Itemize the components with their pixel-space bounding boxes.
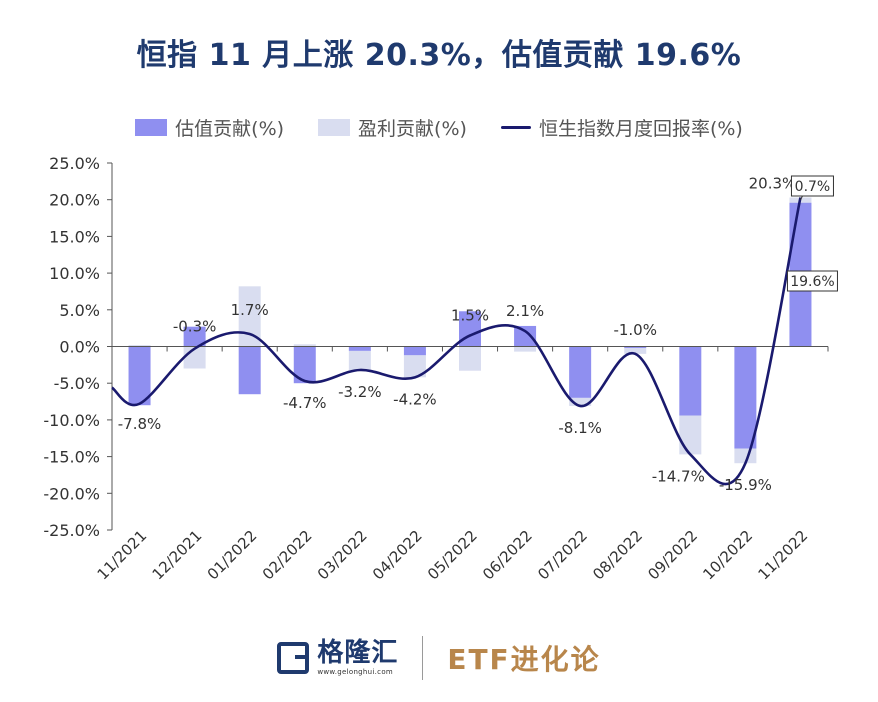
- data-label-return: -4.7%: [283, 394, 327, 412]
- callout-leader: [800, 195, 803, 201]
- bar-valuation: [679, 346, 702, 416]
- bar-valuation: [238, 346, 261, 395]
- data-label-return: -8.1%: [558, 419, 602, 437]
- legend-item-return: 恒生指数月度回报率(%): [500, 114, 743, 141]
- callout-box: [786, 270, 838, 292]
- logo-g-icon: [277, 642, 310, 674]
- data-label-return: -0.3%: [173, 318, 217, 336]
- bar-valuation: [514, 325, 537, 347]
- x-tick-label: 04/2022: [369, 527, 426, 584]
- bar-valuation: [569, 346, 592, 398]
- y-tick-label: 5.0%: [59, 301, 100, 320]
- legend-label-return: 恒生指数月度回报率(%): [538, 118, 743, 140]
- data-label-return: 1.7%: [231, 301, 269, 319]
- y-tick-label: -20.0%: [43, 484, 100, 503]
- data-label-return: 2.1%: [506, 302, 544, 320]
- bar-valuation: [293, 346, 316, 384]
- brand-url: www.gelonghui.com: [317, 668, 394, 676]
- y-tick-label: 25.0%: [49, 154, 100, 173]
- data-label-return: 1.5%: [451, 306, 489, 324]
- logo-text: 格隆汇 www.gelonghui.com: [317, 640, 398, 676]
- bar-earnings: [624, 347, 647, 354]
- footer: 格隆汇 www.gelonghui.com ETF进化论: [0, 632, 878, 684]
- legend-swatch-valuation: [135, 119, 168, 136]
- chart-plot: 25.0%20.0%15.0%10.0%5.0%0.0%-5.0%-10.0%-…: [43, 154, 838, 584]
- bar-earnings: [238, 286, 261, 347]
- brand-logo: 格隆汇 www.gelonghui.com: [277, 640, 398, 676]
- data-label-return: -7.8%: [118, 415, 162, 433]
- brand-name: 格隆汇: [317, 638, 399, 668]
- x-tick-label: 11/2021: [94, 527, 151, 584]
- x-tick-label: 03/2022: [314, 527, 371, 584]
- legend-swatch-earnings: [318, 119, 351, 136]
- bar-earnings: [348, 350, 371, 370]
- bar-earnings: [679, 415, 702, 455]
- legend-swatch-return: [500, 126, 531, 129]
- data-label-return: -3.2%: [338, 383, 382, 401]
- data-label-return: -15.9%: [719, 476, 772, 494]
- bar-valuation: [403, 346, 426, 356]
- y-tick-label: -15.0%: [43, 448, 100, 467]
- data-label-return: -1.0%: [613, 321, 657, 339]
- bar-earnings: [569, 397, 592, 406]
- x-tick-label: 07/2022: [534, 527, 591, 584]
- chart-title: 恒指 11 月上涨 20.3%，估值贡献 19.6%: [136, 38, 742, 73]
- data-label-return: -4.2%: [393, 390, 437, 408]
- callout-label: 0.7%: [795, 179, 831, 195]
- x-tick-label: 08/2022: [589, 527, 646, 584]
- bar-earnings: [128, 345, 151, 347]
- y-tick-label: -5.0%: [54, 374, 100, 393]
- series-line-return: [111, 197, 802, 486]
- data-label-return: -14.7%: [652, 467, 705, 485]
- x-tick-label: 01/2022: [204, 527, 261, 584]
- y-tick-label: -10.0%: [43, 411, 100, 430]
- y-tick-label: 20.0%: [49, 191, 100, 210]
- x-tick-label: 12/2021: [149, 527, 206, 584]
- legend-item-valuation: 估值贡献(%): [135, 114, 284, 141]
- y-tick-label: 0.0%: [59, 338, 100, 357]
- x-tick-label: 05/2022: [424, 527, 481, 584]
- y-tick-label: -25.0%: [43, 521, 100, 540]
- bar-earnings: [293, 344, 316, 347]
- y-tick-label: 15.0%: [49, 227, 100, 246]
- bar-valuation: [128, 346, 151, 406]
- callout-label: 19.6%: [790, 274, 834, 290]
- legend-label-valuation: 估值贡献(%): [175, 118, 285, 140]
- bar-earnings: [459, 346, 481, 371]
- bar-valuation: [734, 346, 757, 449]
- x-tick-label: 06/2022: [479, 527, 536, 584]
- bar-earnings: [514, 346, 537, 352]
- y-tick-label: 10.0%: [49, 264, 100, 283]
- channel-name: ETF进化论: [447, 643, 601, 676]
- bar-earnings: [734, 448, 757, 464]
- bar-valuation: [348, 346, 371, 351]
- x-tick-label: 10/2022: [699, 527, 756, 584]
- callout-box: [790, 175, 834, 197]
- bar-earnings: [403, 355, 426, 378]
- legend: 估值贡献(%) 盈利贡献(%) 恒生指数月度回报率(%): [0, 114, 878, 141]
- bar-valuation: [183, 326, 206, 347]
- data-label-return: 20.3%: [749, 174, 797, 192]
- legend-item-earnings: 盈利贡献(%): [318, 114, 467, 141]
- legend-label-earnings: 盈利贡献(%): [358, 118, 467, 140]
- x-tick-label: 11/2022: [754, 527, 811, 584]
- x-tick-label: 09/2022: [644, 527, 701, 584]
- bar-valuation: [624, 346, 647, 348]
- x-tick-label: 02/2022: [259, 527, 316, 584]
- footer-divider: [422, 636, 424, 680]
